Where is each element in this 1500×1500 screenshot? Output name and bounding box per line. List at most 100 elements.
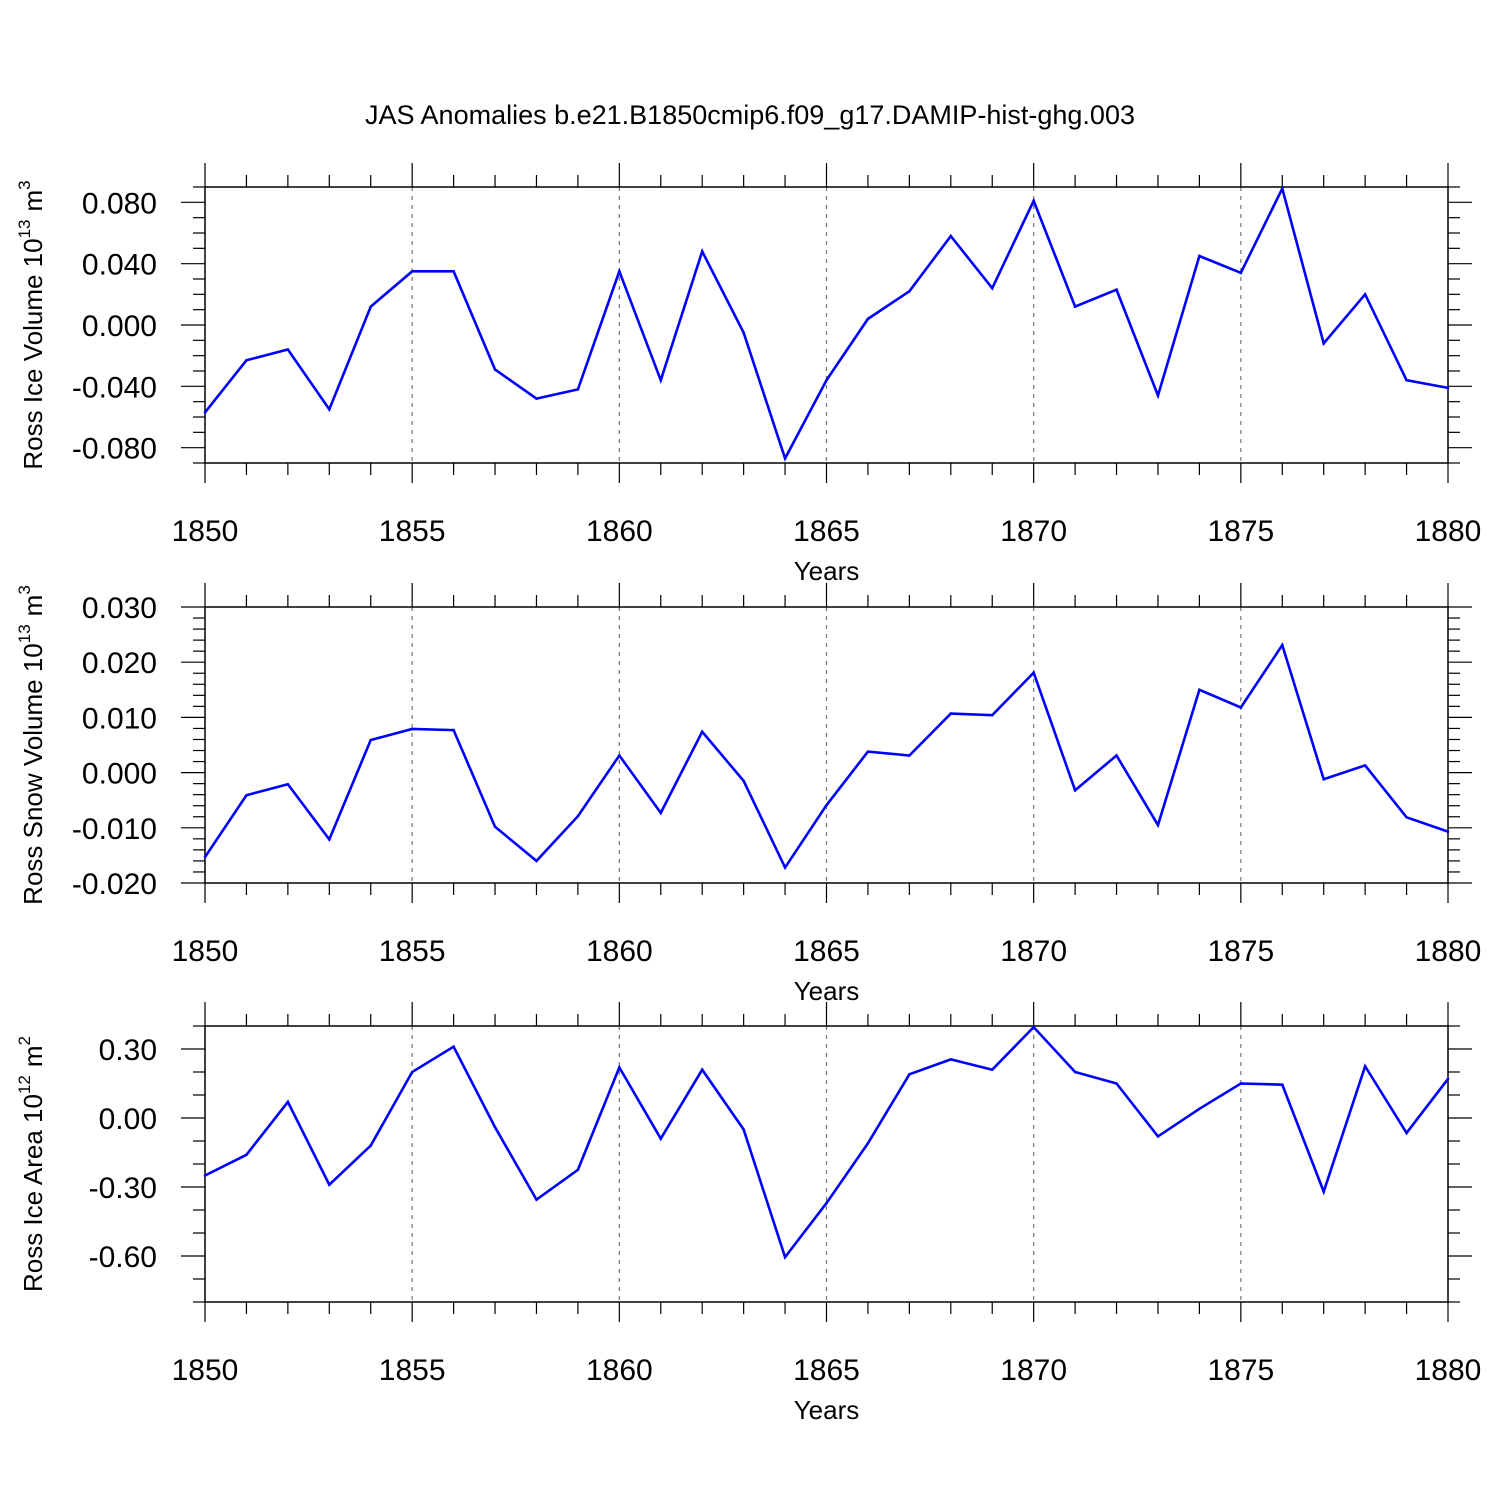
data-point: [203, 855, 207, 859]
data-point: [410, 1070, 414, 1074]
x-tick-label: 1880: [1415, 1354, 1482, 1387]
x-tick-label: 1860: [586, 1354, 653, 1387]
data-point: [1115, 754, 1118, 757]
data-point: [1239, 706, 1243, 709]
data-point: [742, 779, 745, 783]
data-point: [1032, 671, 1035, 674]
data-point: [949, 1058, 953, 1061]
y-tick-label: 0.040: [82, 249, 157, 282]
data-point: [1073, 305, 1077, 308]
data-point: [1280, 1083, 1284, 1086]
data-point: [328, 408, 331, 411]
data-point: [908, 289, 911, 293]
y-tick-label: -0.080: [72, 433, 157, 466]
data-point: [1363, 1064, 1367, 1068]
data-point: [1280, 187, 1284, 190]
data-point: [866, 1142, 870, 1145]
data-point: [1446, 830, 1450, 833]
y-axis-title-unit-exponent: 2: [15, 1036, 34, 1045]
chart-panel-ross-ice-volume: 1850 1855 1860 1865 1870 1875 1880 Years -0.080 -…: [15, 163, 1481, 586]
x-tick-label: 1880: [1415, 935, 1482, 968]
data-point: [866, 750, 870, 753]
data-point: [1239, 271, 1243, 275]
y-tick-label: 0.000: [82, 758, 157, 791]
x-tick-label: 1875: [1207, 935, 1274, 968]
y-axis-title-unit: m: [18, 190, 48, 212]
data-point: [1032, 1025, 1035, 1029]
data-point: [245, 793, 248, 797]
data-point: [245, 358, 248, 362]
chart-title: JAS Anomalies b.e21.B1850cmip6.f09_g17.D…: [365, 100, 1135, 130]
data-point: [369, 1144, 373, 1147]
data-point: [1115, 1082, 1118, 1085]
y-axis-title-exponent: 12: [15, 1075, 34, 1094]
x-tick-label: 1875: [1207, 515, 1274, 548]
data-point: [493, 825, 497, 828]
data-point: [825, 1201, 828, 1205]
data-point: [328, 838, 331, 841]
data-point: [1322, 1190, 1325, 1193]
data-point: [1322, 777, 1325, 781]
x-tick-label: 1870: [1000, 1354, 1067, 1387]
y-axis-title-unit-exponent: 3: [15, 585, 34, 594]
y-axis-title-unit: m: [18, 595, 48, 617]
data-point: [1322, 342, 1325, 345]
data-point: [783, 457, 787, 460]
data-point: [1405, 378, 1408, 382]
y-tick-label: 0.000: [82, 310, 157, 343]
data-point: [1156, 394, 1160, 397]
y-axis-title-text: Ross Ice Volume 10: [18, 238, 48, 469]
data-point: [1280, 643, 1284, 647]
data-point: [659, 811, 663, 815]
x-tick-label: 1860: [586, 515, 653, 548]
y-tick-label: -0.040: [72, 371, 157, 404]
chart-panel-ross-snow-volume: 1850 1855 1860 1865 1870 1875 1880 Years -0.020 -…: [15, 583, 1481, 1006]
data-point: [452, 270, 455, 273]
data-point: [286, 782, 290, 786]
data-point: [1073, 788, 1077, 792]
data-point: [286, 348, 290, 351]
data-point: [700, 730, 704, 734]
data-point: [410, 727, 414, 731]
x-tick-label: 1850: [172, 935, 239, 968]
y-axis-title-exponent: 13: [15, 624, 34, 643]
data-point: [576, 1168, 580, 1172]
y-axis-title: Ross Ice Area 1012 m2: [15, 1036, 48, 1292]
data-point: [1446, 386, 1450, 390]
data-point: [1405, 816, 1408, 819]
data-point: [535, 1198, 538, 1201]
x-tick-label: 1875: [1207, 1354, 1274, 1387]
data-point: [1198, 688, 1201, 692]
data-point: [410, 270, 414, 273]
data-point: [1032, 199, 1035, 203]
x-tick-label: 1850: [172, 1354, 239, 1387]
data-point: [1446, 1077, 1450, 1081]
data-point: [990, 713, 994, 717]
data-point: [1363, 764, 1367, 767]
data-point: [949, 234, 953, 238]
data-point: [452, 1045, 455, 1048]
data-point: [493, 368, 497, 371]
data-point: [328, 1183, 331, 1186]
data-point: [1363, 293, 1367, 296]
data-point: [369, 305, 373, 308]
x-tick-label: 1880: [1415, 515, 1482, 548]
y-tick-label: 0.020: [82, 647, 157, 680]
data-point: [908, 754, 911, 757]
data-point: [1115, 288, 1118, 292]
x-axis-title: Years: [794, 976, 860, 1006]
y-tick-label: -0.30: [89, 1172, 157, 1205]
x-tick-label: 1865: [793, 515, 860, 548]
x-tick-label: 1855: [379, 935, 446, 968]
x-tick-label: 1865: [793, 1354, 860, 1387]
y-axis-title: Ross Ice Volume 1013 m3: [15, 180, 48, 469]
data-point: [618, 1066, 621, 1069]
x-tick-label: 1855: [379, 1354, 446, 1387]
data-point: [659, 378, 663, 382]
y-axis-title: Ross Snow Volume 1013 m3: [15, 585, 48, 905]
chart-panel-ross-ice-area: 1850 1855 1860 1865 1870 1875 1880 Years -0.60 -0…: [15, 1002, 1481, 1425]
x-axis-title: Years: [794, 556, 860, 586]
y-tick-label: -0.60: [89, 1241, 157, 1274]
y-axis-title-unit: m: [18, 1045, 48, 1067]
